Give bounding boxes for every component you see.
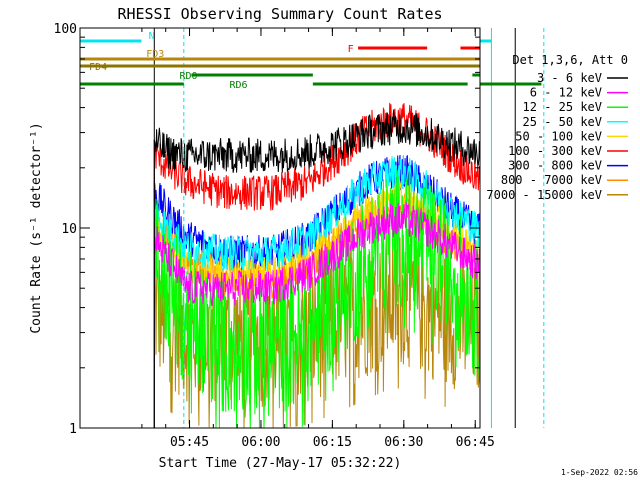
legend-label-2: 12 - 25 keV <box>523 100 602 114</box>
legend-label-1: 6 - 12 keV <box>530 86 602 100</box>
series-6-to-12keV-line <box>153 202 480 428</box>
series-layer <box>153 102 480 428</box>
legend-label-7: 800 - 7000 keV <box>501 173 602 187</box>
state-bars-layer: N F FD3 FD4 RD0 RD6 <box>80 31 542 91</box>
legend-title: Det 1,3,6, Att 0 <box>512 53 628 67</box>
bar-label-rd0: RD0 <box>180 71 198 82</box>
x-axis-label: Start Time (27-May-17 05:32:22) <box>159 456 402 471</box>
x-tick-label-0: 05:45 <box>170 435 209 450</box>
timestamp: 1-Sep-2022 02:56 <box>561 468 638 477</box>
series-100-to-300keV-line <box>153 102 480 428</box>
series-50-to-100keV-line <box>153 180 480 428</box>
y-tick-label-0: 1 <box>69 422 77 437</box>
legend-label-6: 300 - 800 keV <box>508 159 602 173</box>
bar-label-fd4: FD4 <box>89 62 107 73</box>
axes-layer: 05:45 06:00 06:15 06:30 06:45 1 10 100 <box>54 22 495 450</box>
vertical-lines-layer <box>153 28 545 428</box>
y-tick-label-2: 100 <box>54 22 77 37</box>
legend-label-3: 25 - 50 keV <box>523 115 602 129</box>
x-tick-label-3: 06:30 <box>384 435 423 450</box>
legend-label-5: 100 - 300 keV <box>508 144 602 158</box>
y-tick-label-1: 10 <box>61 222 77 237</box>
chart-title: RHESSI Observing Summary Count Rates <box>117 5 442 23</box>
bar-label-fd3: FD3 <box>146 49 164 60</box>
bar-label-rd6: RD6 <box>230 80 248 91</box>
x-tick-label-4: 06:45 <box>456 435 495 450</box>
x-tick-label-2: 06:15 <box>313 435 352 450</box>
bar-label-n: N <box>149 31 155 42</box>
series-3-to-6keV-line <box>153 109 480 428</box>
legend-label-4: 50 - 100 keV <box>515 129 602 143</box>
bar-label-f: F <box>348 44 354 55</box>
x-tick-label-1: 06:00 <box>241 435 280 450</box>
y-axis-label: Count Rate (s⁻¹ detector⁻¹) <box>29 122 44 333</box>
series-25-to-50keV-line <box>153 155 480 428</box>
legend-label-8: 7000 - 15000 keV <box>486 188 602 202</box>
legend-label-0: 3 - 6 keV <box>537 71 602 85</box>
